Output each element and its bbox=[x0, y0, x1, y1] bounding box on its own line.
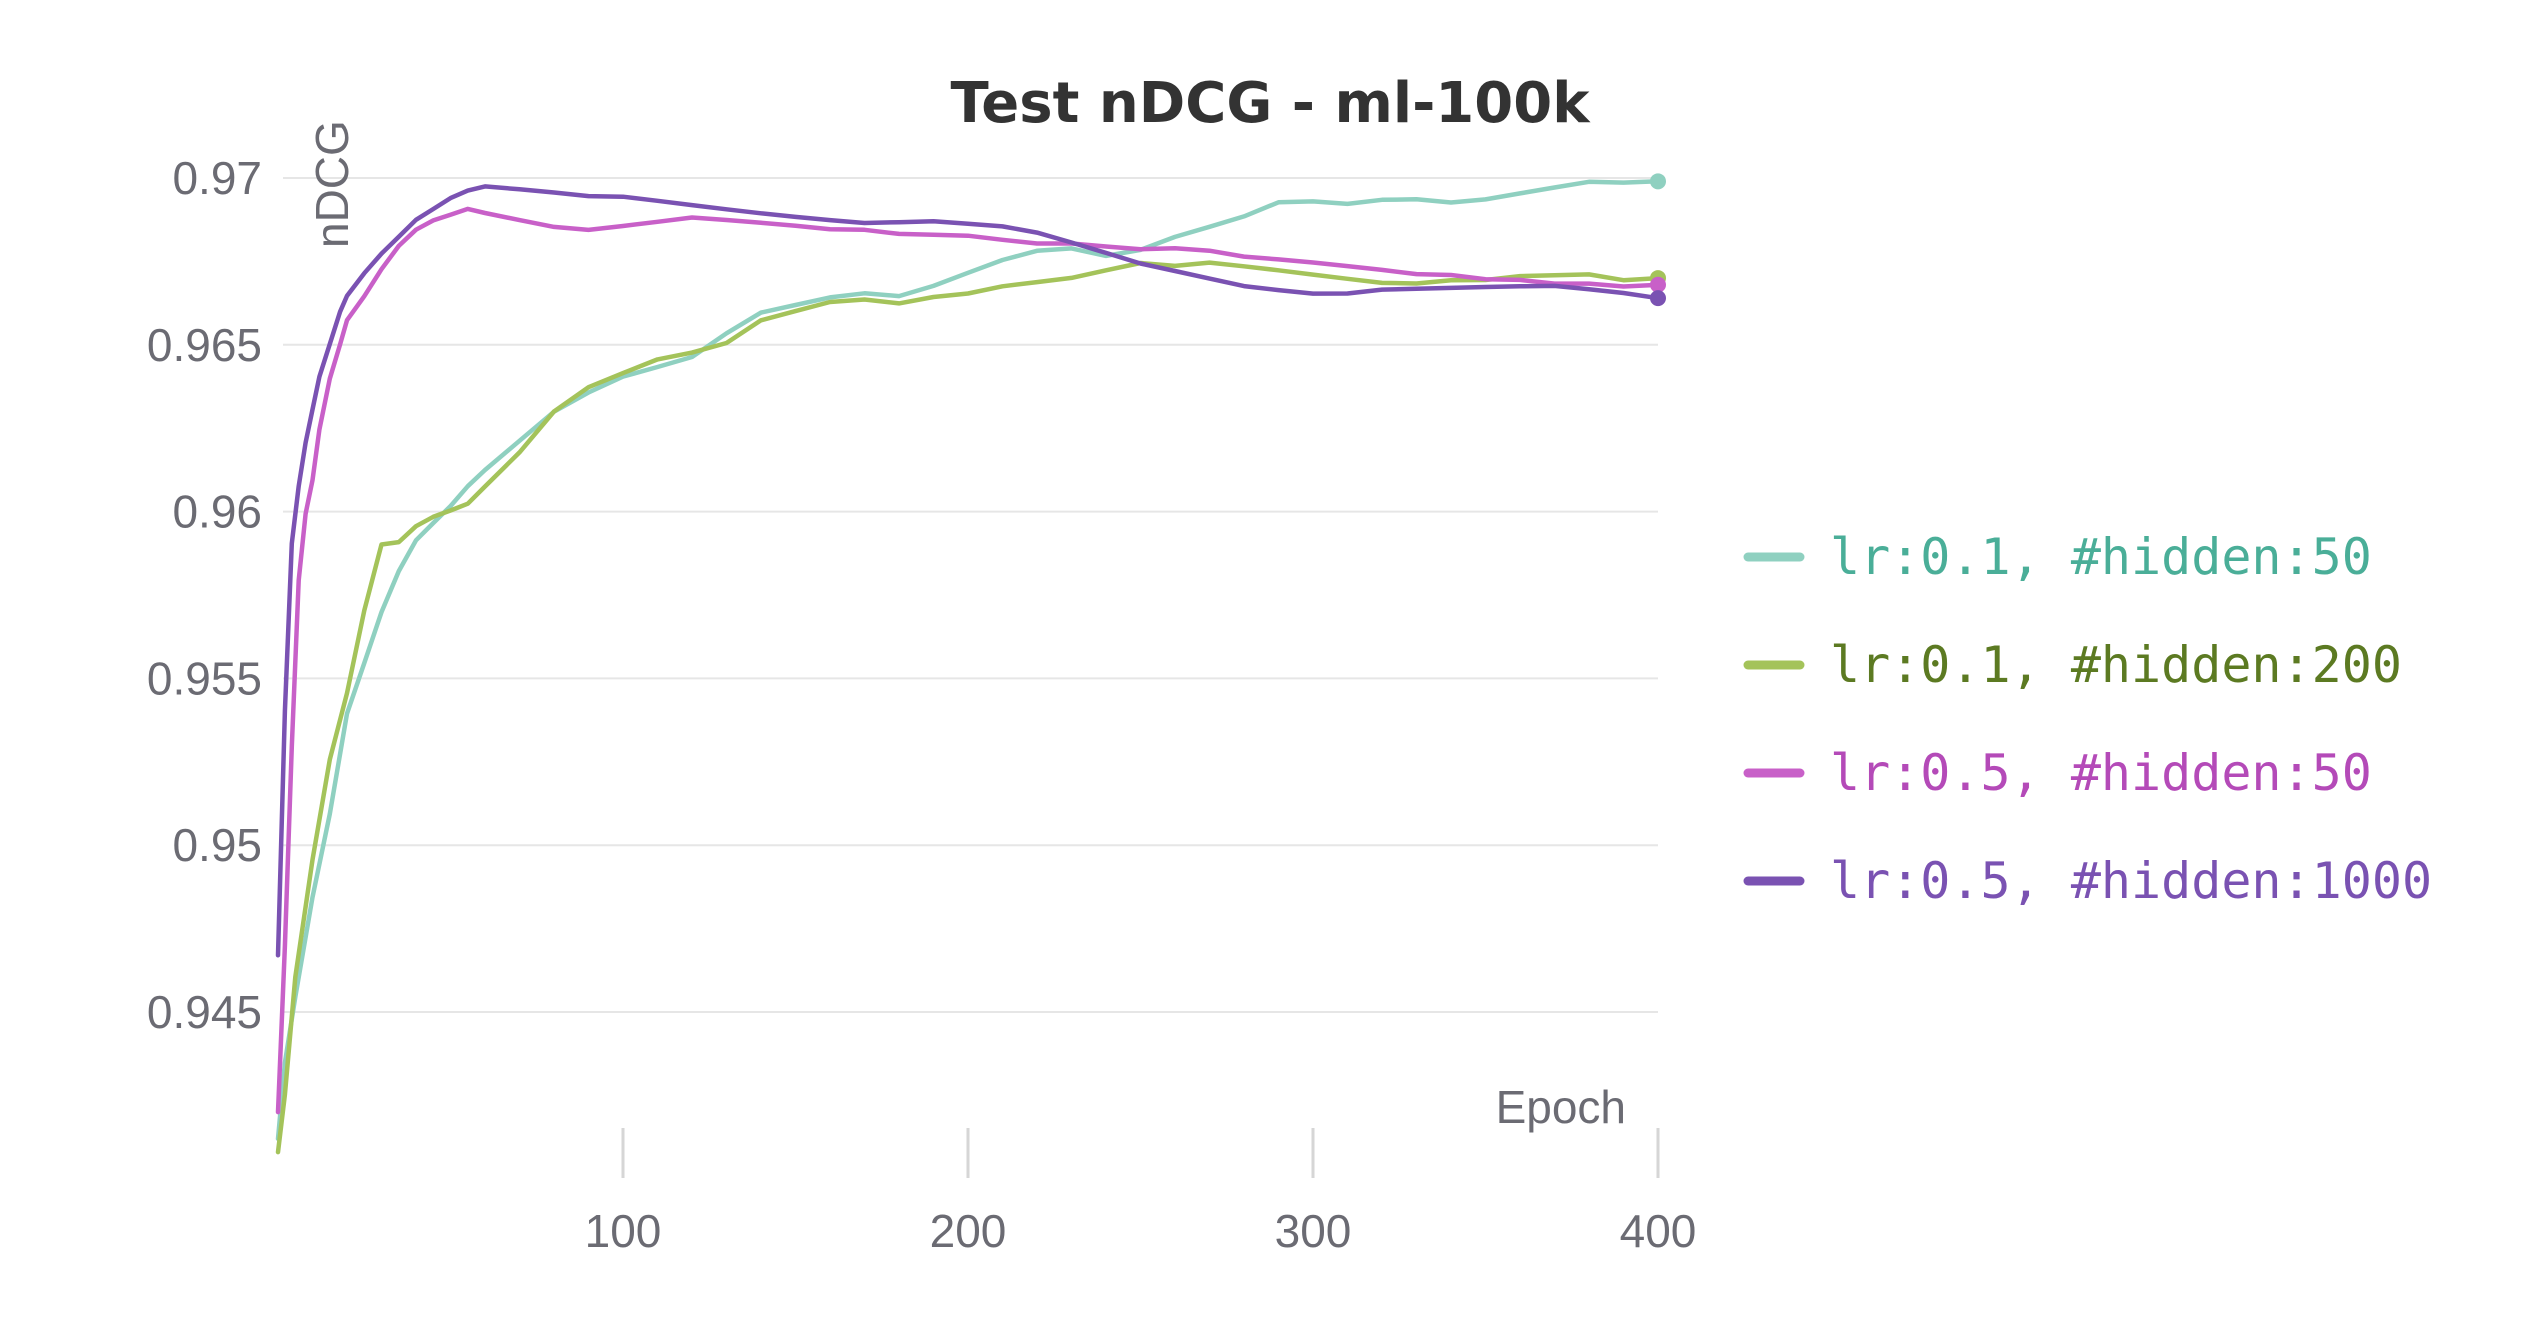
series-line bbox=[275, 184, 1661, 958]
legend-label: lr:0.5, #hidden:1000 bbox=[1830, 852, 2432, 910]
x-axis-label: Epoch bbox=[1496, 1081, 1626, 1133]
y-tick-label: 0.95 bbox=[172, 819, 262, 871]
legend-label: lr:0.5, #hidden:50 bbox=[1830, 744, 2372, 802]
y-tick-label: 0.945 bbox=[147, 986, 262, 1038]
series-lines bbox=[275, 173, 1666, 1155]
gridlines bbox=[283, 177, 1658, 1013]
x-axis-ticks: 100 200 300 400 bbox=[585, 1128, 1697, 1257]
legend-label: lr:0.1, #hidden:200 bbox=[1830, 636, 2402, 694]
series-line bbox=[275, 260, 1661, 1155]
series-end-marker bbox=[1650, 276, 1666, 293]
y-tick-label: 0.96 bbox=[172, 486, 262, 538]
legend-label: lr:0.1, #hidden:50 bbox=[1830, 528, 2372, 586]
y-tick-label: 0.97 bbox=[172, 152, 262, 204]
y-axis-ticks: 0.945 0.95 0.955 0.96 0.965 0.97 bbox=[147, 152, 262, 1038]
y-axis-label: nDCG bbox=[306, 120, 358, 248]
x-tick-label: 100 bbox=[585, 1205, 662, 1257]
series-end-marker bbox=[1650, 173, 1666, 190]
y-tick-label: 0.965 bbox=[147, 319, 262, 371]
series-end-marker bbox=[1650, 290, 1666, 307]
y-tick-label: 0.955 bbox=[147, 652, 262, 704]
legend: lr:0.1, #hidden:50 lr:0.1, #hidden:200 lr:… bbox=[1743, 528, 2432, 910]
x-tick-label: 200 bbox=[930, 1205, 1007, 1257]
series-line bbox=[275, 179, 1661, 1142]
x-tick-label: 300 bbox=[1275, 1205, 1352, 1257]
chart-title: Test nDCG - ml-100k bbox=[951, 71, 1592, 136]
series-line bbox=[275, 206, 1661, 1115]
x-tick-label: 400 bbox=[1620, 1205, 1697, 1257]
